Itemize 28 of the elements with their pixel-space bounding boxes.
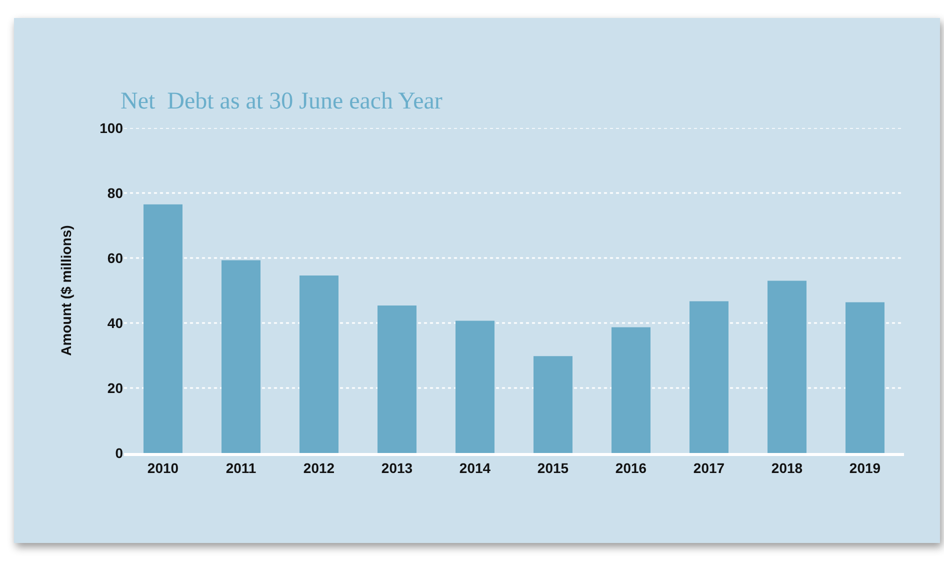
y-tick-label: 20 <box>107 380 124 396</box>
x-tick-label: 2012 <box>303 460 335 476</box>
y-tick-label: 100 <box>100 120 124 136</box>
bar <box>378 305 416 453</box>
x-tick-label: 2018 <box>771 460 803 476</box>
bar <box>222 260 260 453</box>
x-tick-label: 2011 <box>226 460 256 476</box>
x-tick-label: 2017 <box>693 460 725 476</box>
x-tick-label: 2013 <box>381 460 413 476</box>
y-tick-label: 60 <box>107 250 124 266</box>
x-tick-label: 2016 <box>615 460 647 476</box>
x-tick-label: 2010 <box>147 460 179 476</box>
bar <box>846 302 884 453</box>
bar <box>144 204 182 453</box>
y-tick-label: 0 <box>115 444 124 461</box>
bar <box>690 301 728 453</box>
bar <box>300 276 338 453</box>
bar <box>612 327 650 453</box>
y-axis-title: Amount ($ millions) <box>58 225 74 356</box>
bar <box>456 320 494 453</box>
y-tick-label: 40 <box>107 314 124 331</box>
bar <box>534 356 572 453</box>
chart-title: Net Debt as at 30 June each Year <box>120 88 442 114</box>
x-tick-label: 2015 <box>537 460 569 476</box>
bar <box>768 280 806 453</box>
y-tick-label: 80 <box>107 184 124 201</box>
x-tick-label: 2019 <box>849 460 881 476</box>
x-tick-label: 2014 <box>459 460 491 476</box>
